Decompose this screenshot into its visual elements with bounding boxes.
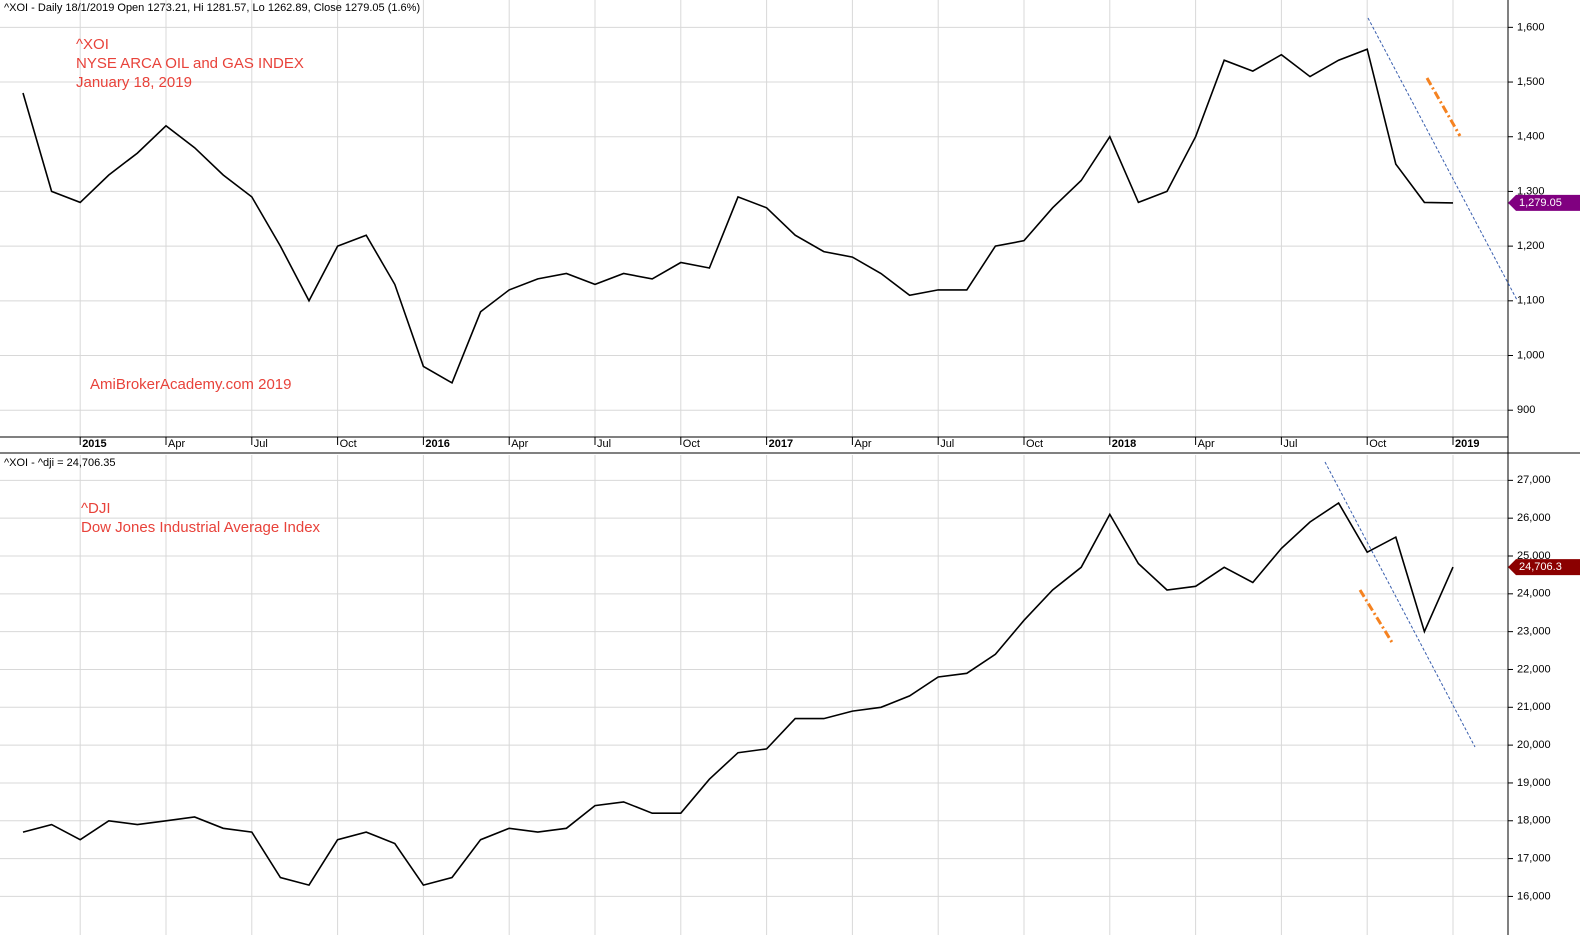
header: ^XOI - Daily 18/1/2019 Open 1273.21, Hi … — [4, 2, 420, 14]
y-tick-label: 1,300 — [1517, 185, 1545, 197]
x-tick-label: Jul — [1283, 438, 1297, 450]
y-tick-label: 1,100 — [1517, 295, 1545, 307]
x-tick-label: Apr — [511, 438, 528, 450]
price-line — [22, 501, 1454, 887]
arrow — [1358, 589, 1395, 645]
header: ^XOI - ^dji = 24,706.35 — [4, 457, 116, 469]
x-tick-label: Oct — [1369, 438, 1386, 450]
subtitle: Dow Jones Industrial Average Index — [81, 519, 321, 536]
watermark: AmiBrokerAcademy.com 2019 — [90, 376, 291, 393]
y-tick-label: 17,000 — [1517, 852, 1551, 864]
x-tick-label: Apr — [1198, 438, 1215, 450]
y-tick-label: 16,000 — [1517, 890, 1551, 902]
y-tick-label: 19,000 — [1517, 777, 1551, 789]
x-tick-label: Oct — [340, 438, 357, 450]
x-tick-label: 2015 — [82, 438, 106, 450]
y-tick-label: 25,000 — [1517, 550, 1551, 562]
x-tick-label: 2017 — [769, 438, 793, 450]
y-tick-label: 1,500 — [1517, 76, 1545, 88]
y-tick-label: 1,600 — [1517, 21, 1545, 33]
y-tick-label: 20,000 — [1517, 739, 1551, 751]
x-tick-label: 2019 — [1455, 438, 1479, 450]
y-tick-label: 1,000 — [1517, 349, 1545, 361]
x-tick-label: Oct — [1026, 438, 1043, 450]
x-tick-label: Jul — [940, 438, 954, 450]
x-tick-label: Jul — [597, 438, 611, 450]
x-tick-label: Apr — [854, 438, 871, 450]
y-tick-label: 27,000 — [1517, 474, 1551, 486]
symbol: ^DJI — [81, 500, 111, 517]
trendline — [1324, 461, 1476, 748]
y-tick-label: 24,000 — [1517, 588, 1551, 600]
y-tick-label: 18,000 — [1517, 815, 1551, 827]
x-tick-label: Jul — [254, 438, 268, 450]
x-tick-label: Oct — [683, 438, 700, 450]
y-tick-label: 1,400 — [1517, 131, 1545, 143]
y-tick-label: 900 — [1517, 404, 1535, 416]
y-tick-label: 22,000 — [1517, 663, 1551, 675]
x-tick-label: 2018 — [1112, 438, 1136, 450]
y-tick-label: 1,200 — [1517, 240, 1545, 252]
date: January 18, 2019 — [76, 74, 192, 91]
y-tick-label: 26,000 — [1517, 512, 1551, 524]
last-value-tag — [1508, 194, 1580, 211]
last-value-label: 1,279.05 — [1519, 197, 1562, 209]
trendline — [1367, 17, 1518, 301]
price-line — [22, 48, 1454, 385]
y-tick-label: 21,000 — [1517, 701, 1551, 713]
x-tick-label: Apr — [168, 438, 185, 450]
subtitle: NYSE ARCA OIL and GAS INDEX — [76, 55, 304, 72]
last-value-label: 24,706.3 — [1519, 561, 1562, 573]
y-tick-label: 23,000 — [1517, 626, 1551, 638]
x-tick-label: 2016 — [425, 438, 449, 450]
symbol: ^XOI — [76, 36, 109, 53]
last-value-tag — [1508, 559, 1580, 576]
arrow — [1425, 77, 1462, 137]
